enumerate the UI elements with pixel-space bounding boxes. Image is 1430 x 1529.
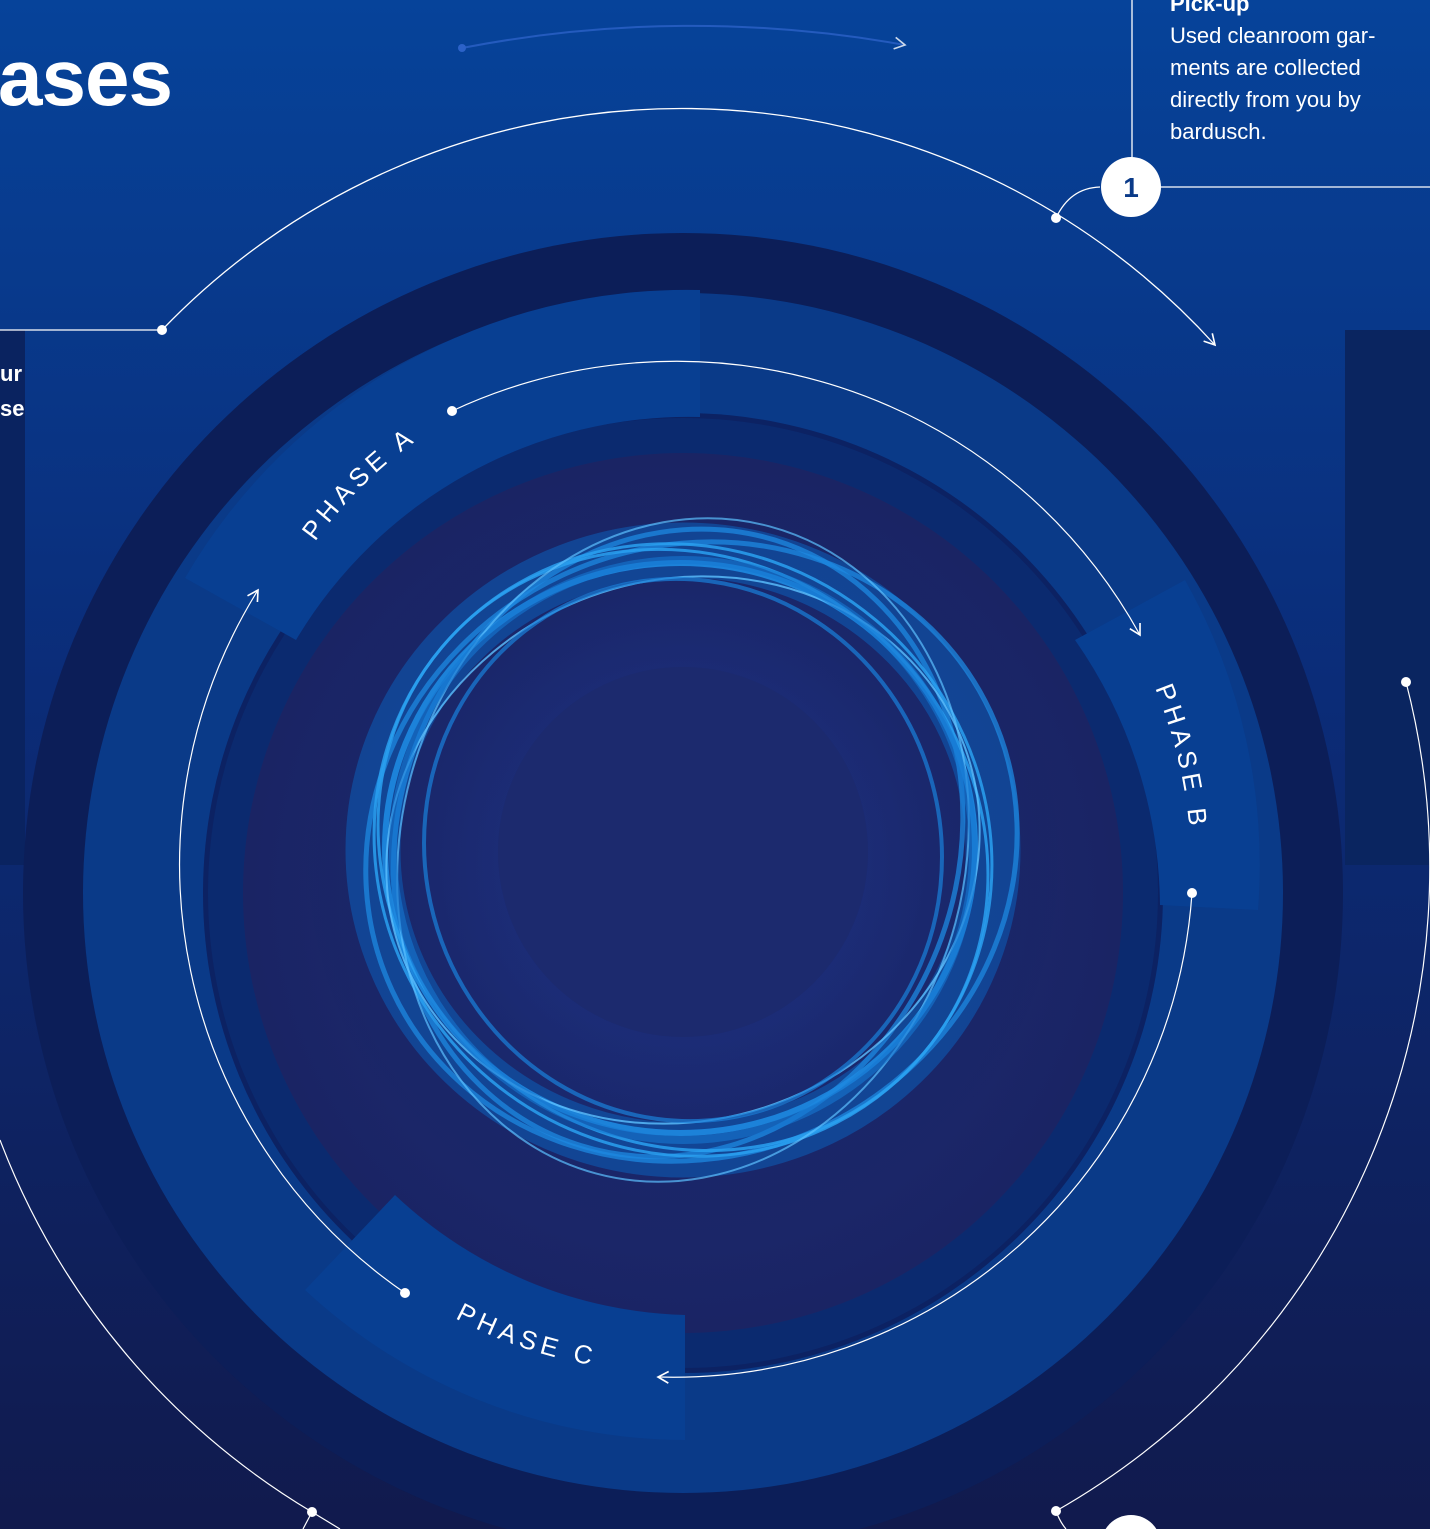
fiber-ring-image bbox=[345, 517, 1021, 1183]
arc-a-start-dot bbox=[447, 406, 457, 416]
step-1-description-line: Used cleanroom gar- bbox=[1170, 23, 1376, 48]
left-panel bbox=[0, 330, 25, 865]
top-faint-dot bbox=[458, 44, 466, 52]
outer-right-dot-top bbox=[1401, 677, 1411, 687]
outer-right-tail bbox=[1055, 1510, 1067, 1529]
right-panel bbox=[1345, 330, 1430, 865]
outer-right-arc bbox=[1055, 681, 1430, 1512]
step-1-block: Pick-up Used cleanroom gar- ments are co… bbox=[1170, 0, 1430, 148]
step-1-connector bbox=[1055, 186, 1101, 219]
page-title-fragment: ases bbox=[0, 33, 173, 122]
step-1-connector-dot bbox=[1051, 213, 1061, 223]
fiber-ring-hole bbox=[498, 667, 868, 1037]
step-1-badge: 1 bbox=[1101, 157, 1161, 217]
arc-c-start-dot bbox=[400, 1288, 410, 1298]
side-text-line-1: ur bbox=[0, 361, 22, 386]
side-text-line-2: se bbox=[0, 396, 25, 421]
phase-c-band bbox=[305, 1195, 685, 1440]
arc-b-start-dot bbox=[1187, 888, 1197, 898]
arc-phase-a-to-b bbox=[451, 360, 1141, 637]
phase-a-band bbox=[185, 289, 700, 640]
side-text-fragment: ur se bbox=[0, 356, 24, 426]
outer-left-tail bbox=[302, 1511, 341, 1529]
arc-phase-b-to-c bbox=[656, 892, 1193, 1384]
phase-b-band bbox=[1075, 580, 1260, 910]
left-connector-dot bbox=[157, 325, 167, 335]
step-1-number: 1 bbox=[1123, 172, 1139, 203]
top-faint-arrow bbox=[461, 24, 907, 50]
arc-phase-c-to-a bbox=[179, 588, 406, 1294]
step-1-description-line: bardusch. bbox=[1170, 119, 1267, 144]
step-1-title: Pick-up bbox=[1170, 0, 1250, 16]
step-2-badge-partial bbox=[1105, 1515, 1157, 1529]
step-1-description-line: ments are collected bbox=[1170, 55, 1361, 80]
step-1-description-line: directly from you by bbox=[1170, 87, 1361, 112]
outer-cycle-arc bbox=[161, 107, 1217, 347]
outer-left-arc bbox=[0, 1139, 313, 1513]
step-1-description: Used cleanroom gar- ments are collected … bbox=[1170, 20, 1430, 148]
